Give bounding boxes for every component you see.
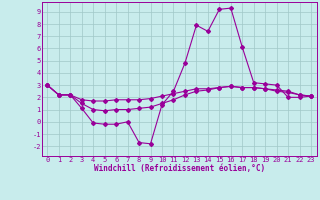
X-axis label: Windchill (Refroidissement éolien,°C): Windchill (Refroidissement éolien,°C)	[94, 164, 265, 173]
